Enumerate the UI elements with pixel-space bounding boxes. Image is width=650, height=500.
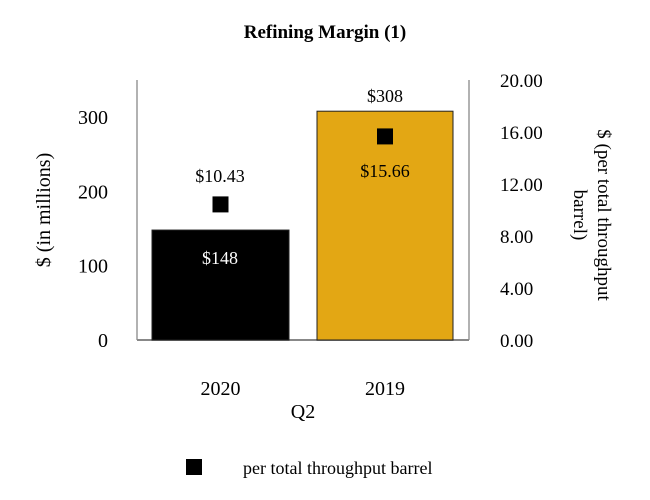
y-axis-label: $ (in millions) [33, 153, 55, 267]
y2-axis-label: $ (per total throughput [593, 129, 614, 301]
y2-tick-label: 4.00 [500, 279, 533, 300]
y2-axis-label: barrel) [569, 190, 590, 241]
x-tick-label: 2019 [365, 378, 405, 400]
marker-2020 [212, 196, 229, 213]
marker-value-label: $10.43 [195, 166, 245, 186]
legend-label: per total throughput barrel [243, 458, 432, 478]
bar-value-label: $308 [367, 86, 403, 106]
legend-marker-icon [186, 459, 202, 475]
bar-2020 [151, 229, 290, 341]
x-tick-label: 2020 [201, 378, 241, 400]
chart-title: Refining Margin (1) [244, 22, 407, 43]
y2-tick-label: 8.00 [500, 227, 533, 248]
bar-2019 [316, 110, 454, 341]
y2-tick-label: 12.00 [500, 175, 543, 196]
y2-tick-label: 20.00 [500, 71, 543, 92]
y2-tick-label: 16.00 [500, 123, 543, 144]
y-tick-label: 300 [78, 107, 108, 129]
y-tick-label: 100 [78, 256, 108, 278]
marker-value-label: $15.66 [360, 161, 410, 181]
y-tick-label: 200 [78, 181, 108, 203]
y2-tick-label: 0.00 [500, 331, 533, 352]
marker-2019 [377, 128, 393, 145]
bar-value-label: $148 [202, 248, 238, 268]
y-tick-label: 0 [98, 330, 108, 352]
x-axis-label: Q2 [291, 401, 315, 423]
